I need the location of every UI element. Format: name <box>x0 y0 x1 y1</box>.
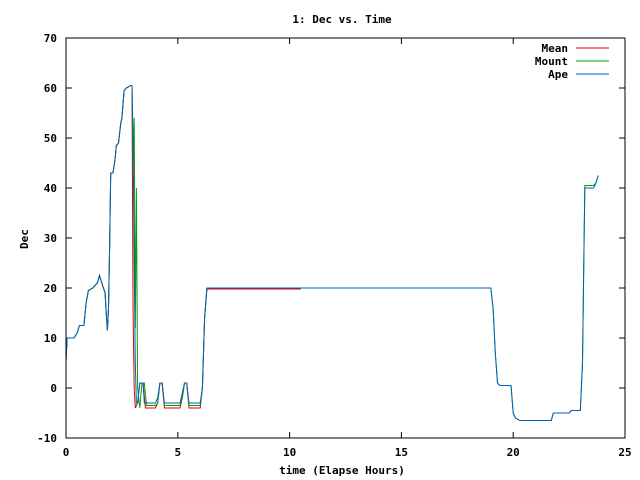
legend-label-ape: Ape <box>548 68 568 81</box>
series-lines <box>65 85 599 421</box>
y-tick-label: -10 <box>37 432 57 445</box>
y-tick-label: 0 <box>50 382 57 395</box>
x-tick-label: 5 <box>174 446 181 459</box>
legend-label-mount: Mount <box>535 55 568 68</box>
y-axis-label: Dec <box>18 229 31 249</box>
y-tick-label: 50 <box>44 132 57 145</box>
y-tick-label: 10 <box>44 332 57 345</box>
x-axis-label: time (Elapse Hours) <box>279 464 405 477</box>
y-tick-label: 30 <box>44 232 57 245</box>
y-tick-label: 70 <box>44 32 57 45</box>
chart-title: 1: Dec vs. Time <box>292 13 392 26</box>
x-tick-label: 10 <box>283 446 296 459</box>
legend-label-mean: Mean <box>542 42 569 55</box>
x-tick-label: 0 <box>63 446 70 459</box>
series-line-mount <box>65 85 599 421</box>
x-tick-label: 20 <box>507 446 520 459</box>
x-tick-label: 25 <box>618 446 631 459</box>
y-tick-label: 20 <box>44 282 57 295</box>
x-tick-label: 15 <box>395 446 408 459</box>
y-tick-label: 40 <box>44 182 57 195</box>
series-line-ape <box>65 85 599 421</box>
series-line-mean <box>65 85 301 409</box>
plot-frame <box>65 37 626 439</box>
y-tick-label: 60 <box>44 82 57 95</box>
axis-ticks: 0 5 10 15 20 25 -10 0 10 20 30 40 50 60 70 <box>37 32 632 459</box>
